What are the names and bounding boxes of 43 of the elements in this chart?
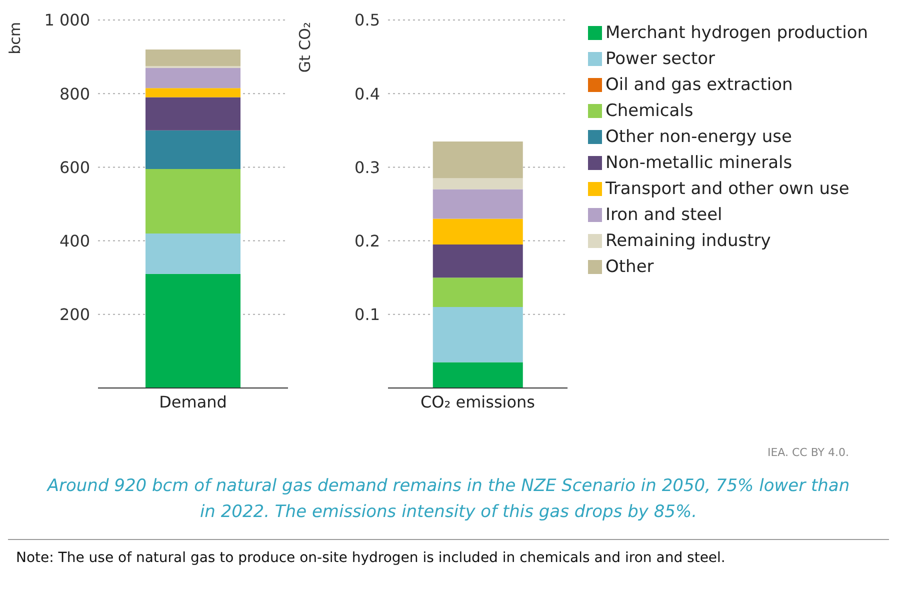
bar <box>146 274 240 388</box>
legend-label: Chemicals <box>606 101 694 121</box>
y-tick-label: 200 <box>59 305 90 324</box>
y-tick-label: 0.1 <box>354 305 380 324</box>
bar <box>432 307 523 362</box>
bar <box>146 233 240 274</box>
legend-label: Non-metallic minerals <box>606 153 792 173</box>
y-tick-label: 600 <box>59 158 90 177</box>
bar <box>146 88 240 98</box>
bar <box>432 218 523 244</box>
y-tick-label: 0.4 <box>354 84 380 104</box>
bar <box>432 362 523 388</box>
bar <box>432 244 523 278</box>
y-tick-label: 1 000 <box>44 10 90 30</box>
bar <box>146 68 240 88</box>
y-tick-label: 800 <box>59 84 90 104</box>
bar <box>146 97 240 130</box>
legend-label: Transport and other own use <box>606 179 850 199</box>
text: IEA. CC BY 4.0. <box>766 446 850 459</box>
text: Note: The use of natural gas to produce on-site hydrogen is included in chemicals and iron and steel. <box>8 539 889 566</box>
x-tick-label: Demand <box>159 392 227 412</box>
legend-label: Power sector <box>606 49 716 69</box>
bar <box>432 189 523 219</box>
legend-label: Oil and gas extraction <box>606 75 793 95</box>
legend-label: Iron and steel <box>606 205 722 225</box>
legend-label: Remaining industry <box>606 231 771 251</box>
legend-label: Other non-energy use <box>606 127 792 147</box>
legend-label: Merchant hydrogen production <box>606 23 868 43</box>
y-tick-label: 400 <box>59 231 90 250</box>
bar <box>146 130 240 170</box>
y-tick-label: 0.5 <box>354 10 380 30</box>
legend-label: Other <box>606 257 654 277</box>
text: Around 920 bcm of natural gas demand remains in the NZE Scenario in 2050, 75% lower than in 2022. The emissions intensity of this gas drops by 85%. <box>46 475 851 524</box>
x-tick-label: CO₂ emissions <box>420 392 536 412</box>
bar <box>432 141 523 178</box>
bar <box>432 278 523 308</box>
y-tick-label: 0.2 <box>354 231 380 250</box>
y-tick-label: 0.3 <box>354 158 380 177</box>
y-axis-title: Gt CO₂ <box>296 22 314 73</box>
bar <box>432 178 523 190</box>
bar <box>146 169 240 234</box>
y-axis-title: bcm <box>6 22 24 54</box>
bar <box>146 49 240 66</box>
